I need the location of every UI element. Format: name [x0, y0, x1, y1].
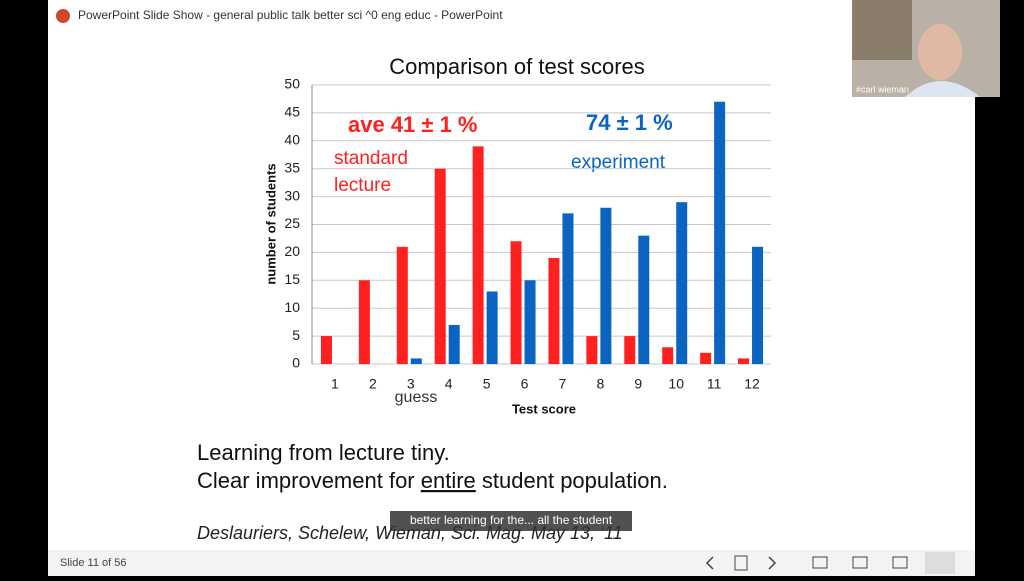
bar — [676, 202, 688, 364]
reading-view-button[interactable] — [892, 556, 908, 569]
next-button[interactable] — [768, 556, 777, 570]
bar — [524, 280, 536, 364]
webcam-shirt — [905, 81, 980, 97]
status-bar — [48, 550, 975, 576]
x-tick-label: 10 — [668, 376, 684, 392]
slides-button[interactable] — [734, 555, 748, 571]
y-tick-label: 10 — [284, 299, 300, 315]
y-tick-label: 30 — [284, 187, 300, 203]
x-axis-label: Test score — [512, 401, 576, 416]
webcam-bg — [852, 0, 912, 60]
bar — [472, 146, 484, 364]
y-tick-label: 5 — [292, 327, 300, 343]
y-tick-label: 20 — [284, 243, 300, 259]
annotation: standard — [334, 148, 408, 169]
bar — [510, 241, 522, 364]
caption-bg — [390, 511, 632, 531]
title-bar — [48, 0, 975, 32]
x-tick-label: 11 — [707, 376, 722, 392]
bar — [410, 358, 422, 364]
normal-view-button[interactable] — [812, 556, 828, 569]
x-tick-label: 9 — [634, 376, 642, 392]
chart-title: Comparison of test scores — [389, 54, 645, 79]
y-tick-label: 40 — [284, 132, 300, 148]
prev-button[interactable] — [705, 556, 714, 570]
x-tick-label: 12 — [744, 376, 760, 392]
bar — [662, 347, 674, 364]
bar — [714, 101, 726, 365]
y-tick-label: 15 — [284, 271, 300, 287]
bar — [434, 168, 446, 364]
annotation: 74 ± 1 % — [586, 110, 673, 135]
webcam-face — [918, 24, 962, 80]
bar — [358, 280, 370, 364]
y-tick-label: 50 — [284, 76, 300, 92]
slide-text: Learning from lecture tiny. — [197, 440, 450, 465]
bar — [396, 246, 408, 364]
x-tick-label: 1 — [331, 376, 339, 392]
bar — [562, 213, 574, 364]
annotation: ave 41 ± 1 % — [348, 112, 478, 137]
sorter-view-button[interactable] — [852, 556, 868, 569]
app-icon — [56, 9, 70, 23]
bar — [600, 207, 612, 364]
x-tick-label: 6 — [521, 376, 529, 392]
x-tick-label: 2 — [369, 376, 377, 392]
bar — [486, 291, 498, 364]
y-tick-label: 45 — [284, 104, 300, 120]
bar — [586, 336, 598, 364]
x-tick-label: 7 — [559, 376, 567, 392]
annotation: guess — [395, 389, 438, 406]
bar — [638, 235, 650, 364]
slide-counter: Slide 11 of 56 — [60, 557, 126, 569]
text-part: Clear improvement for — [197, 468, 421, 493]
bar — [700, 352, 712, 364]
caption: better learning for the... all the stude… — [410, 513, 613, 527]
webcam-label: #carl wieman — [856, 84, 909, 94]
x-tick-label: 4 — [445, 376, 453, 392]
text-part: student population. — [476, 468, 668, 493]
y-tick-label: 35 — [284, 159, 300, 175]
y-tick-label: 0 — [292, 355, 300, 371]
annotation: experiment — [571, 152, 666, 173]
x-tick-label: 3 — [407, 376, 415, 392]
bar — [320, 336, 332, 364]
bar — [624, 336, 636, 364]
bar — [752, 246, 764, 364]
slide-text: Clear improvement for entire student pop… — [197, 468, 668, 493]
slideshow-button[interactable] — [925, 552, 955, 574]
underlined-text: entire — [421, 468, 476, 493]
window-title: PowerPoint Slide Show - general public t… — [78, 8, 503, 22]
bar — [448, 324, 460, 364]
y-tick-label: 25 — [284, 215, 300, 231]
y-axis-label: number of students — [263, 163, 278, 284]
bar — [738, 358, 750, 364]
bar — [548, 257, 560, 364]
annotation: lecture — [334, 175, 391, 196]
x-tick-label: 5 — [483, 376, 491, 392]
x-tick-label: 8 — [596, 376, 604, 392]
